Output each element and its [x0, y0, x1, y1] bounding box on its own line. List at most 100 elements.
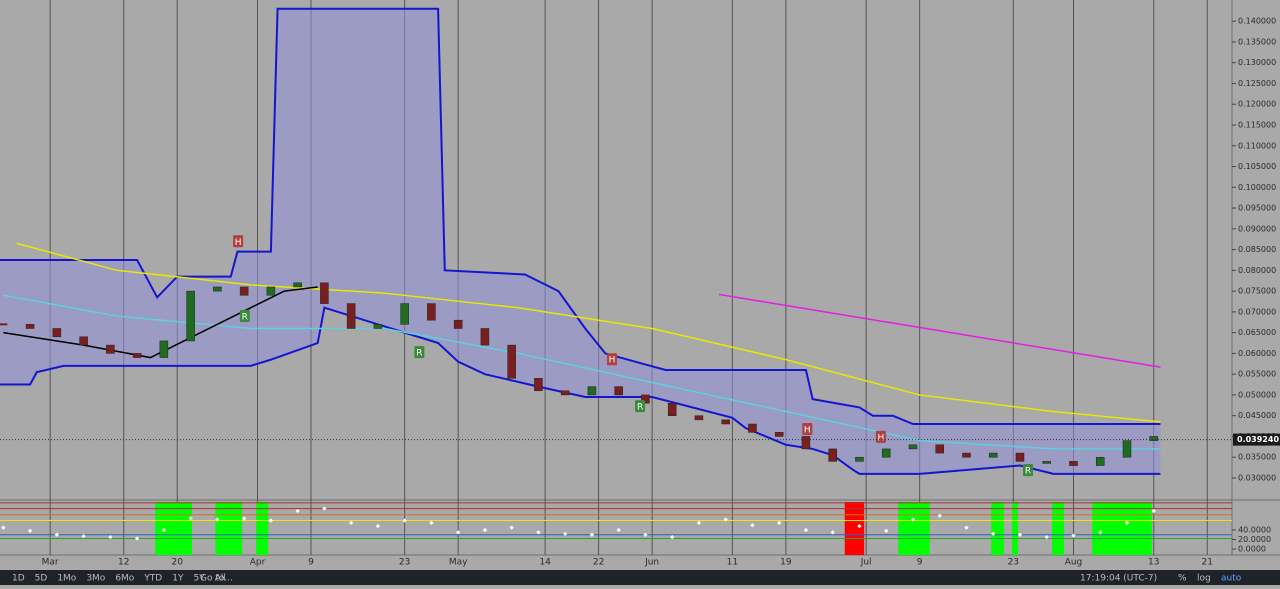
y-tick-label: 0.075000: [1238, 287, 1276, 296]
range-button[interactable]: All: [215, 574, 226, 584]
candle: [935, 444, 944, 454]
oscillator-dot: [161, 527, 166, 533]
oscillator-dot: [777, 520, 782, 525]
candle: [881, 448, 891, 458]
candle: [908, 444, 918, 450]
signal-marker: [239, 310, 250, 323]
y-tick-label: 0.045000: [1238, 411, 1276, 420]
range-button[interactable]: 5Y: [193, 574, 205, 584]
oscillator-dot: [349, 520, 354, 525]
y-tick-label: 0.100000: [1238, 183, 1276, 192]
range-button[interactable]: 5D: [35, 574, 48, 584]
oscillator-dot: [670, 534, 675, 540]
oscillator-dot: [616, 527, 621, 533]
oscillator-dot: [696, 520, 702, 525]
signal-zone: [155, 502, 192, 555]
oscillator-dot: [1044, 534, 1049, 540]
y-tick-label: 0.125000: [1238, 79, 1276, 88]
candle: [186, 290, 195, 342]
candle: [694, 415, 704, 421]
candle: [534, 378, 543, 392]
x-tick-label: Mar: [42, 558, 59, 568]
x-tick-label: 13: [1148, 558, 1159, 568]
range-button[interactable]: 1D: [12, 574, 25, 584]
candle: [132, 353, 142, 358]
x-tick-label: Apr: [250, 558, 266, 568]
candle: [293, 282, 302, 288]
last-price-label: 0.039240: [1237, 435, 1279, 444]
oscillator-dot: [803, 527, 809, 533]
oscillator-dot: [268, 518, 274, 523]
candle: [427, 303, 436, 321]
signal-label: R: [637, 403, 643, 413]
oscillator-dot: [723, 517, 728, 522]
oscillator-dot: [322, 506, 327, 511]
channel-upper: [0, 7, 1161, 426]
oscillator-dot: [884, 528, 889, 534]
percent-toggle[interactable]: %: [1178, 574, 1187, 584]
x-tick-label: 9: [308, 558, 314, 568]
y-tick-label: 0.120000: [1238, 100, 1276, 109]
signal-zone: [898, 502, 930, 555]
signal-label: H: [235, 238, 242, 248]
x-tick-label: Aug: [1065, 558, 1083, 568]
y-tick-label: 0.080000: [1238, 266, 1276, 275]
indicator-line: [3, 286, 318, 359]
candle: [828, 448, 837, 462]
y-tick-label: 0.030000: [1238, 473, 1276, 482]
candle: [25, 324, 35, 329]
signal-marker: [875, 430, 886, 443]
oscillator-dot: [1124, 520, 1130, 525]
indicator-line: [16, 242, 1161, 423]
oscillator-dot: [295, 508, 300, 514]
indicator-line: [718, 293, 1161, 368]
y-tick-label: 0.055000: [1238, 370, 1276, 379]
oscillator-dot: [964, 525, 969, 530]
oscillator-dot: [134, 536, 140, 541]
oscillator-dot: [456, 530, 461, 535]
candle: [801, 436, 811, 450]
candle: [721, 419, 730, 425]
candle: [159, 340, 169, 358]
range-button[interactable]: 3Mo: [86, 574, 105, 584]
y-tick-label: 0.110000: [1238, 141, 1276, 150]
y-tick-label: 0.140000: [1238, 17, 1276, 26]
auto-toggle[interactable]: auto: [1221, 574, 1242, 584]
signal-label: R: [1025, 467, 1031, 477]
y-tick-label: 0.135000: [1238, 37, 1276, 46]
log-toggle[interactable]: log: [1197, 574, 1211, 584]
range-button[interactable]: 1Mo: [57, 574, 76, 584]
oscillator-dot: [1017, 532, 1023, 537]
candle: [239, 286, 249, 296]
y-tick-label: 0.065000: [1238, 328, 1276, 337]
signal-label: H: [877, 433, 884, 443]
oscillator-dot: [482, 527, 488, 533]
signal-zone: [844, 502, 865, 555]
candle: [1095, 456, 1105, 466]
last-price-box: [1233, 433, 1280, 446]
signal-marker: [414, 346, 425, 359]
range-button[interactable]: 1Y: [172, 574, 184, 584]
range-button[interactable]: YTD: [143, 574, 162, 584]
candle: [1069, 461, 1078, 466]
candle: [346, 303, 356, 329]
x-tick-label: Jul: [860, 558, 872, 568]
clock: 17:19:04 (UTC-7): [1080, 574, 1157, 584]
signal-label: H: [609, 356, 616, 366]
oscillator-dot: [563, 531, 568, 536]
range-button[interactable]: 6Mo: [115, 574, 134, 584]
y-tick-label: 0.095000: [1238, 204, 1276, 213]
channel-fill: [0, 8, 1161, 474]
oscillator-dot: [536, 530, 541, 535]
y-tick-label: 20.0000: [1238, 535, 1271, 544]
candle: [667, 402, 677, 416]
oscillator-dot: [509, 525, 514, 530]
candle: [1149, 436, 1158, 441]
goto[interactable]: Go to...: [200, 574, 233, 584]
x-tick-label: 11: [727, 558, 738, 568]
y-tick-label: 0.115000: [1238, 121, 1276, 130]
y-tick-label: 0.060000: [1238, 349, 1276, 358]
candle: [79, 336, 88, 346]
y-tick-label: 0.105000: [1238, 162, 1276, 171]
x-tick-label: 23: [1008, 558, 1019, 568]
